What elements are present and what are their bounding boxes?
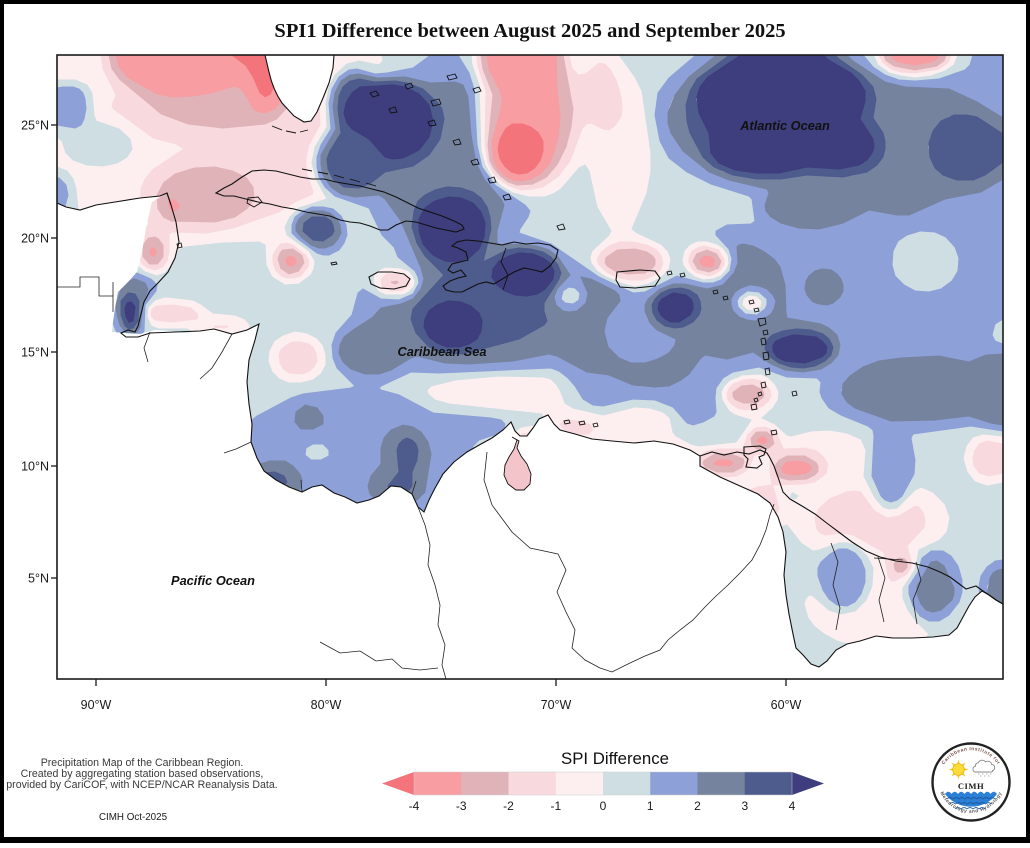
- svg-text:Precipitation Map of the Carib: Precipitation Map of the Caribbean Regio…: [41, 757, 244, 769]
- svg-text:-2: -2: [503, 799, 514, 813]
- svg-text:-1: -1: [550, 799, 561, 813]
- svg-text:3: 3: [741, 799, 748, 813]
- svg-text:15°N: 15°N: [21, 346, 49, 360]
- svg-text:70°W: 70°W: [541, 698, 572, 712]
- svg-text:Caribbean Sea: Caribbean Sea: [398, 344, 487, 359]
- svg-text:4: 4: [789, 799, 796, 813]
- svg-text:SPI1 Difference between August: SPI1 Difference between August 2025 and …: [274, 20, 785, 42]
- svg-text:provided by CariCOF, with NCEP: provided by CariCOF, with NCEP/NCAR Rean…: [6, 779, 277, 791]
- svg-text:Atlantic Ocean: Atlantic Ocean: [739, 118, 830, 133]
- svg-text:Pacific Ocean: Pacific Ocean: [171, 573, 255, 588]
- svg-text:25°N: 25°N: [21, 119, 49, 133]
- svg-text:80°W: 80°W: [311, 698, 342, 712]
- svg-text:5°N: 5°N: [28, 572, 49, 586]
- svg-text:60°W: 60°W: [771, 698, 802, 712]
- svg-text:-4: -4: [409, 799, 420, 813]
- svg-text:2: 2: [694, 799, 701, 813]
- svg-text:-3: -3: [456, 799, 467, 813]
- svg-text:10°N: 10°N: [21, 460, 49, 474]
- svg-text:20°N: 20°N: [21, 232, 49, 246]
- svg-text:1: 1: [647, 799, 654, 813]
- svg-text:CIMH Oct-2025: CIMH Oct-2025: [99, 812, 168, 823]
- svg-text:SPI Difference: SPI Difference: [561, 749, 669, 768]
- svg-text:Created by aggregating station: Created by aggregating station based obs…: [21, 768, 264, 780]
- svg-text:0: 0: [600, 799, 607, 813]
- svg-text:90°W: 90°W: [81, 698, 112, 712]
- svg-text:CIMH: CIMH: [958, 781, 984, 791]
